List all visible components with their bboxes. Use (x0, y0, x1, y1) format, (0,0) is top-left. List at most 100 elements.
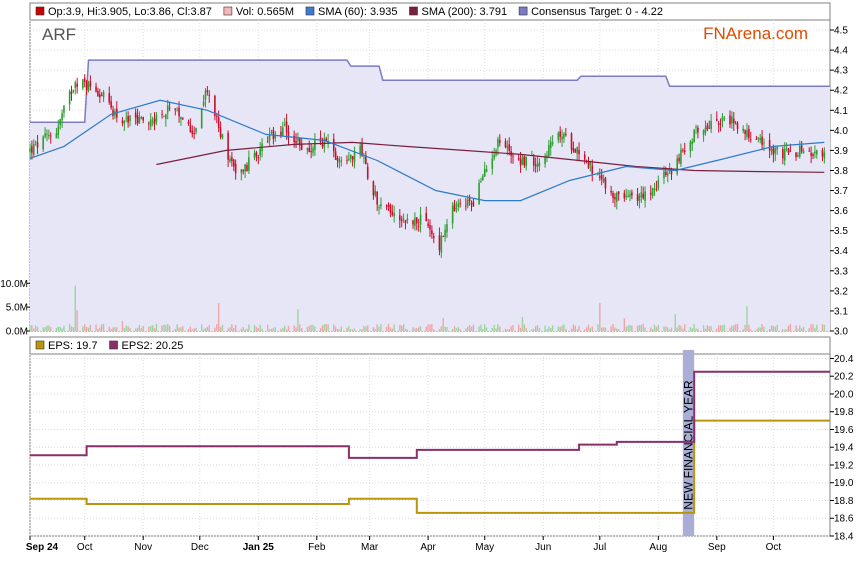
eps-legend-bar (29, 336, 831, 355)
volume-bar (312, 324, 314, 331)
candle-body (378, 207, 380, 208)
volume-bar (665, 326, 667, 331)
candle-body (227, 132, 229, 160)
candle-body (374, 190, 377, 196)
volume-bar (663, 326, 665, 331)
volume-bar (468, 325, 471, 331)
volume-bar (417, 327, 420, 331)
volume-bar (600, 327, 603, 331)
volume-bar (674, 314, 676, 331)
candle-body (470, 203, 473, 205)
volume-bar (372, 327, 375, 331)
volume-bar (227, 328, 229, 331)
candle-body (176, 110, 178, 112)
candle-body (363, 157, 365, 159)
volume-bar (314, 326, 316, 331)
ticker-symbol: ARF (42, 25, 76, 44)
volume-bar (187, 329, 190, 331)
new-financial-year-band (682, 350, 695, 536)
volume-bar (125, 325, 127, 331)
volume-bar (723, 324, 726, 331)
candle-body (600, 174, 603, 180)
candle-body (538, 162, 541, 167)
candle-body (631, 192, 633, 196)
candle-body (349, 154, 352, 159)
volume-bar (380, 324, 382, 331)
volume-bar (334, 326, 337, 331)
candle-body (76, 83, 78, 87)
candle-body (821, 150, 824, 157)
volume-bar (404, 328, 407, 331)
candle-body (338, 159, 341, 163)
candle-body (108, 93, 111, 103)
volume-bar (802, 326, 805, 331)
volume-bar (433, 329, 435, 331)
candle-body (602, 178, 605, 182)
volume-bar (523, 324, 526, 331)
volume-bar (570, 328, 573, 331)
volume-bar (376, 324, 378, 331)
eps-panel-frame (29, 336, 831, 537)
new-financial-year-label: NEW FINANCIAL YEAR (681, 380, 695, 510)
candle-body (453, 203, 456, 212)
volume-bar (323, 324, 326, 331)
candle-body (787, 148, 790, 153)
candle-body (229, 158, 231, 162)
candle-body (87, 83, 90, 91)
candle-body (321, 144, 324, 147)
volume-bar (359, 329, 361, 331)
volume-bar (416, 328, 418, 331)
legend-swatch (109, 340, 118, 350)
volume-bar (597, 324, 599, 331)
candle-body (31, 146, 33, 153)
volume-bar (508, 329, 510, 331)
candle-body (578, 149, 580, 155)
candle-body (100, 94, 103, 96)
legend-label: SMA (60): 3.935 (318, 6, 398, 18)
candle-body (748, 128, 750, 139)
volume-bar (484, 324, 486, 331)
candle-body (219, 127, 222, 137)
volume-bar (168, 325, 171, 331)
candle-body (710, 121, 712, 130)
volume-bar (525, 328, 527, 331)
volume-bar (217, 303, 220, 331)
price-axis: 3.0 3.1 3.2 3.3 3.4 3.5 3.6 3.7 3.8 3.9 4.0 4.1 4.2 4… (830, 26, 848, 338)
volume-bar (50, 327, 52, 331)
volume-bar (387, 323, 390, 331)
candle-body (85, 81, 88, 90)
candle-body (682, 150, 684, 152)
legend-label: EPS2: 20.25 (122, 340, 184, 352)
candle-body (693, 129, 695, 143)
volume-tick-label: 5.0M (6, 303, 28, 314)
candle-body (544, 157, 546, 165)
candle-body (493, 154, 495, 159)
volume-bar (72, 326, 75, 331)
volume-bar (59, 327, 61, 331)
volume-bar (333, 324, 335, 331)
volume-bar (717, 325, 720, 331)
candle-body (287, 131, 290, 139)
legend-label: EPS: 19.7 (48, 340, 98, 352)
volume-bar (193, 328, 195, 331)
volume-bar (536, 325, 539, 331)
candle-body (504, 141, 507, 147)
candle-body (519, 159, 522, 166)
legend-label: Op:3.9, Hi:3.905, Lo:3.86, Cl:3.87 (48, 6, 212, 18)
volume-bar (176, 324, 178, 331)
volume-bar (814, 328, 816, 331)
volume-bar (691, 328, 693, 331)
volume-bar (465, 328, 467, 331)
candle-body (270, 132, 273, 133)
eps-tick-label: 18.6 (834, 514, 854, 525)
volume-bar (431, 324, 433, 331)
candle-body (142, 117, 145, 121)
candle-body (440, 236, 443, 253)
candle-body (457, 203, 460, 208)
volume-bar (795, 325, 797, 331)
volume-bar (816, 324, 818, 331)
volume-bar (110, 328, 112, 331)
volume-bar (151, 325, 154, 331)
volume-bar (399, 324, 401, 331)
candle-body (561, 136, 563, 140)
